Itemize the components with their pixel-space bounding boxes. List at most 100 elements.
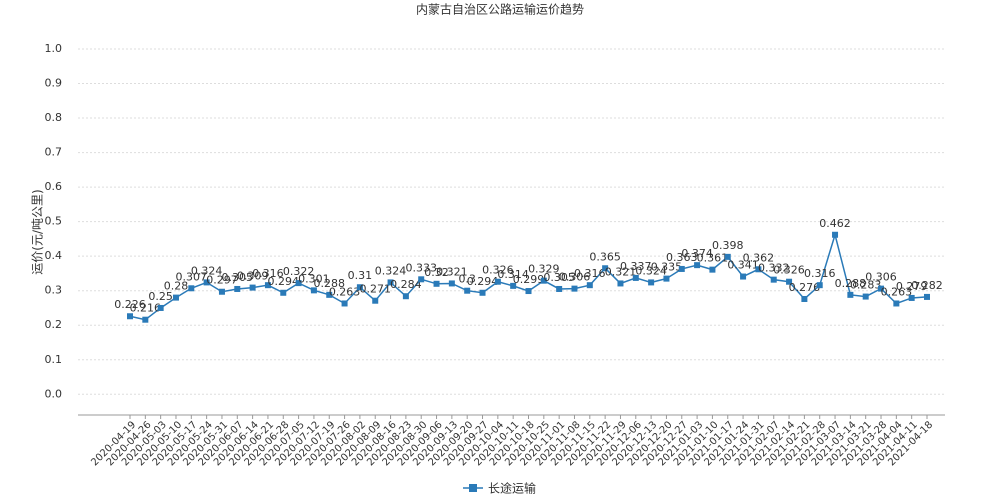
marker xyxy=(847,291,854,298)
value-label: 0.314 xyxy=(497,268,529,281)
value-label: 0.226 xyxy=(114,298,146,311)
y-axis-label: 运价(元/吨公里) xyxy=(31,189,45,274)
marker xyxy=(908,294,915,301)
y-tick-label: 0.2 xyxy=(45,318,63,331)
value-label: 0.341 xyxy=(727,259,759,272)
y-tick-label: 0.6 xyxy=(45,180,63,193)
value-label: 0.32 xyxy=(424,266,449,279)
value-label: 0.307 xyxy=(176,270,208,283)
y-tick-label: 0.9 xyxy=(45,77,63,90)
marker xyxy=(326,291,333,298)
marker xyxy=(832,231,839,238)
value-label: 0.362 xyxy=(743,251,775,264)
value-label: 0.216 xyxy=(130,302,162,315)
value-label: 0.263 xyxy=(329,285,361,298)
marker xyxy=(648,279,655,286)
value-label: 0.326 xyxy=(482,264,514,277)
value-label: 0.329 xyxy=(528,263,560,276)
marker xyxy=(602,265,609,272)
value-label: 0.324 xyxy=(191,264,223,277)
value-label: 0.276 xyxy=(789,281,821,294)
value-label: 0.301 xyxy=(298,272,330,285)
value-label: 0.305 xyxy=(543,271,575,284)
value-label: 0.324 xyxy=(635,264,667,277)
marker xyxy=(387,279,394,286)
value-label: 0.316 xyxy=(804,267,836,280)
marker xyxy=(433,280,440,287)
value-label: 0.333 xyxy=(405,261,437,274)
value-label: 0.283 xyxy=(850,279,882,292)
marker xyxy=(494,278,501,285)
marker xyxy=(586,282,593,289)
y-tick-label: 0.3 xyxy=(45,284,63,297)
marker xyxy=(770,276,777,283)
value-label: 0.374 xyxy=(681,247,713,260)
value-label: 0.288 xyxy=(314,277,346,290)
marker xyxy=(510,282,517,289)
marker xyxy=(127,313,133,320)
value-label: 0.282 xyxy=(911,279,943,292)
marker xyxy=(218,288,225,295)
value-label: 0.462 xyxy=(819,217,851,230)
value-label: 0.326 xyxy=(773,264,805,277)
marker xyxy=(694,262,701,269)
marker xyxy=(709,266,716,273)
value-label: 0.322 xyxy=(283,265,315,278)
marker xyxy=(786,278,793,285)
marker xyxy=(571,285,578,292)
value-label: 0.263 xyxy=(881,285,913,298)
marker xyxy=(464,287,471,294)
marker xyxy=(172,294,179,301)
chart-title: 内蒙古自治区公路运输运价趋势 xyxy=(416,2,584,17)
value-label: 0.31 xyxy=(348,269,373,282)
value-label: 0.294 xyxy=(467,275,499,288)
value-label: 0.25 xyxy=(148,290,173,303)
marker xyxy=(249,284,256,291)
value-label: 0.335 xyxy=(651,261,683,274)
marker xyxy=(188,285,195,292)
marker xyxy=(479,289,486,296)
marker xyxy=(448,280,455,287)
value-label: 0.398 xyxy=(712,239,744,252)
y-tick-label: 0.7 xyxy=(45,146,63,159)
value-label: 0.305 xyxy=(222,271,254,284)
value-label: 0.332 xyxy=(758,262,790,275)
marker xyxy=(372,297,379,304)
value-label: 0.297 xyxy=(206,274,238,287)
value-label: 0.288 xyxy=(835,277,867,290)
marker xyxy=(556,285,563,292)
marker xyxy=(663,275,670,282)
marker xyxy=(801,295,808,302)
value-label: 0.3 xyxy=(458,273,476,286)
value-label: 0.316 xyxy=(252,267,284,280)
marker xyxy=(724,253,731,260)
marker xyxy=(341,300,348,307)
value-label: 0.365 xyxy=(589,250,621,263)
marker xyxy=(264,282,271,289)
value-label: 0.279 xyxy=(896,280,928,293)
marker xyxy=(893,300,900,307)
marker xyxy=(878,285,885,292)
y-tick-label: 0.0 xyxy=(45,387,63,400)
marker xyxy=(632,274,639,281)
marker xyxy=(280,289,287,296)
marker xyxy=(862,293,869,300)
y-tick-label: 0.8 xyxy=(45,111,63,124)
y-tick-label: 0.1 xyxy=(45,353,63,366)
y-tick-label: 0.4 xyxy=(45,249,63,262)
marker xyxy=(157,304,164,311)
marker xyxy=(203,279,210,286)
y-tick-label: 1.0 xyxy=(45,42,63,55)
marker xyxy=(402,293,409,300)
value-label: 0.337 xyxy=(620,260,652,273)
value-label: 0.28 xyxy=(164,280,189,293)
marker xyxy=(234,285,241,292)
value-label: 0.309 xyxy=(237,270,269,283)
value-label: 0.306 xyxy=(865,271,897,284)
legend-label: 长途运输 xyxy=(488,481,536,496)
value-label: 0.324 xyxy=(375,264,407,277)
value-label: 0.271 xyxy=(359,283,391,296)
value-label: 0.299 xyxy=(513,273,545,286)
marker xyxy=(142,316,149,323)
